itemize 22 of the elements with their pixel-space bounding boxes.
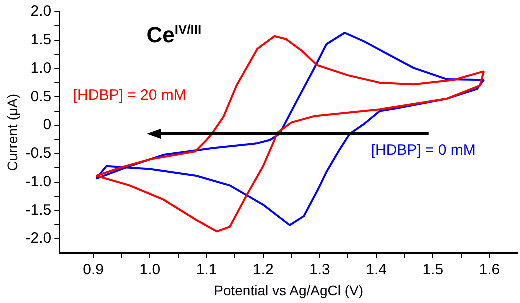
y-tick-label: 0.5 — [30, 88, 52, 106]
x-tick-label: 1.4 — [366, 261, 387, 278]
y-tick-label: -2.0 — [26, 230, 52, 248]
y-tick-label: 1.5 — [30, 32, 52, 49]
text: [HDBP] = 20 mM — [73, 86, 186, 104]
y-tick-label: -1.0 — [26, 173, 52, 190]
text: Ce$^{IV/III}$ — [146, 22, 202, 48]
text: [HDBP] = 0 mM — [371, 142, 476, 160]
y-tick-label: 1.0 — [30, 60, 52, 77]
y-tick-label: -1.5 — [26, 202, 52, 219]
x-tick-label: 1.1 — [196, 261, 218, 278]
x-axis-title: Potential vs Ag/AgCl (V) — [214, 282, 364, 298]
y-axis-title: Current (μA) — [4, 94, 20, 172]
x-tick-label: 1.2 — [252, 261, 274, 278]
y-tick-label: 2.0 — [30, 3, 52, 20]
y-tick-label: -0.5 — [26, 145, 52, 162]
x-tick-label: 1.0 — [140, 261, 161, 278]
x-tick-label: 1.3 — [310, 261, 330, 278]
y-tick-label: 0 — [43, 116, 52, 134]
x-tick-label: 1.5 — [422, 261, 444, 278]
x-tick-label: 0.9 — [83, 261, 104, 278]
x-tick-label: 1.6 — [479, 261, 500, 278]
